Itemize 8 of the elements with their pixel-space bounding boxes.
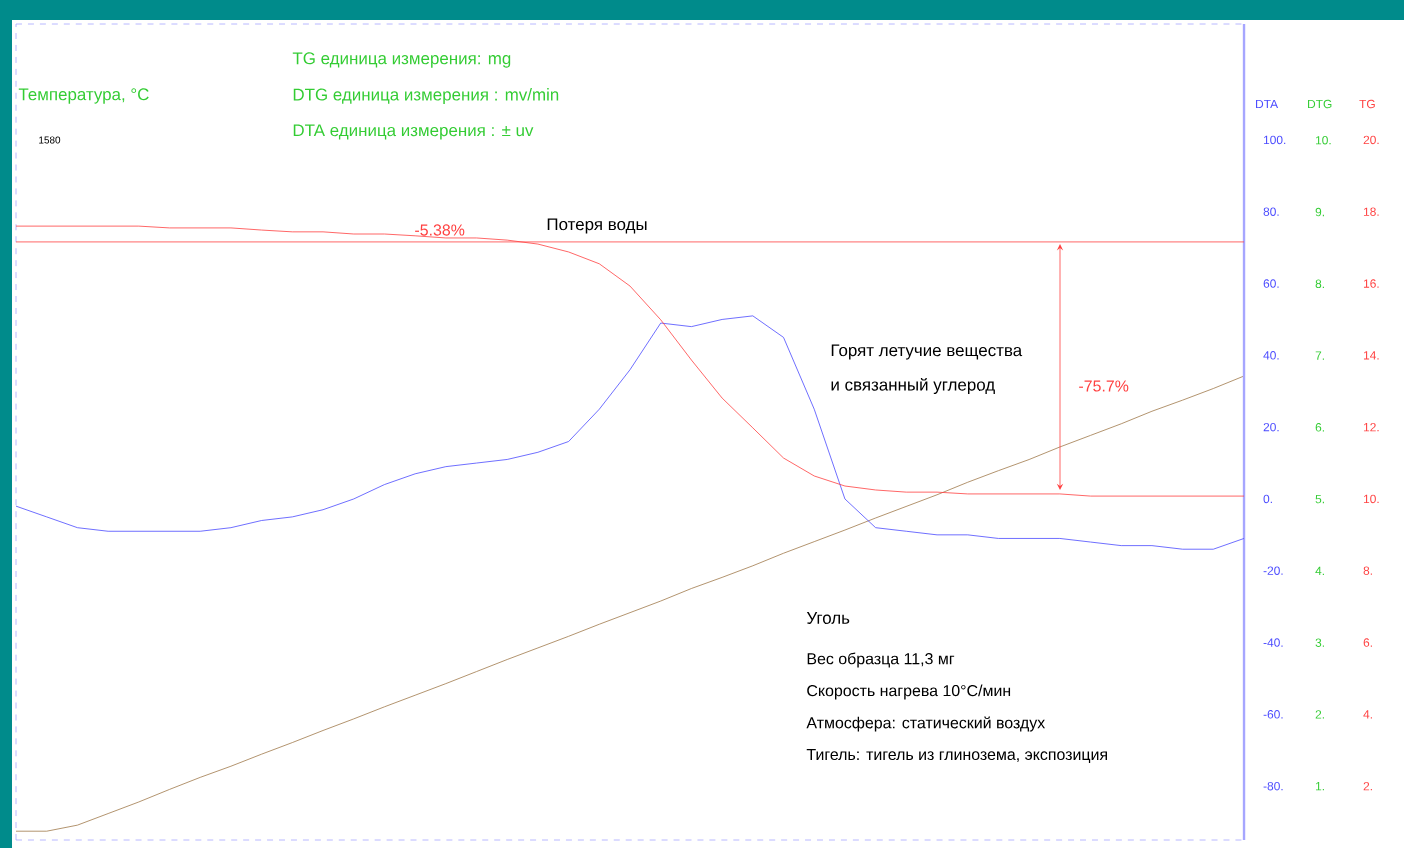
annotation: и связанный углерод	[831, 377, 995, 395]
annotation: DTA единица измерения : ± uv	[293, 124, 534, 140]
annotation: Температура, °C	[18, 88, 149, 104]
annotation: TG единица измерения: mg	[292, 52, 511, 68]
annotation: Горят летучие вещества	[831, 344, 1023, 360]
annotation: Потеря воды	[547, 218, 647, 234]
annotation: DTG единица измерения : mv/min	[293, 88, 559, 104]
annotation: Уголь	[806, 612, 850, 624]
